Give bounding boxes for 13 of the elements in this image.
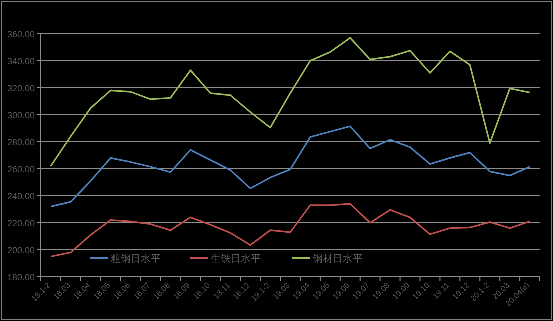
y-tick-label: 320.00	[7, 84, 35, 94]
legend-label: 粗钢日水平	[111, 253, 161, 265]
legend-label: 生铁日水平	[211, 253, 261, 265]
y-tick-label: 360.00	[7, 30, 35, 40]
y-tick-label: 240.00	[7, 192, 35, 202]
y-tick-label: 200.00	[7, 246, 35, 256]
y-tick-label: 220.00	[7, 218, 35, 228]
y-tick-label: 280.00	[7, 138, 35, 148]
y-tick-label: 300.00	[7, 110, 35, 120]
y-tick-label: 180.00	[7, 272, 35, 282]
y-tick-label: 260.00	[7, 164, 35, 174]
legend-label: 钢材日水平	[312, 253, 363, 265]
y-tick-label: 340.00	[7, 56, 35, 66]
